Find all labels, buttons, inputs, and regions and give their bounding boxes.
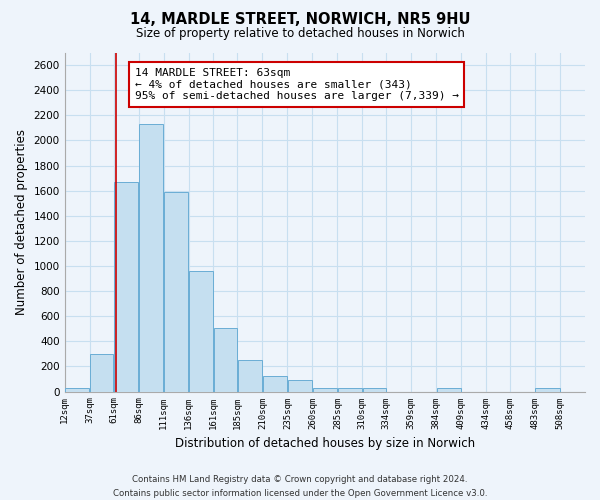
Bar: [189, 271, 213, 392]
Text: Contains HM Land Registry data © Crown copyright and database right 2024.
Contai: Contains HM Land Registry data © Crown c…: [113, 476, 487, 498]
X-axis label: Distribution of detached houses by size in Norwich: Distribution of detached houses by size …: [175, 437, 475, 450]
Bar: [338, 388, 362, 392]
Bar: [65, 388, 89, 392]
Bar: [214, 328, 237, 392]
Bar: [164, 192, 188, 392]
Bar: [139, 124, 163, 392]
Bar: [313, 388, 337, 392]
Bar: [90, 354, 113, 392]
Bar: [535, 388, 560, 392]
Text: Size of property relative to detached houses in Norwich: Size of property relative to detached ho…: [136, 28, 464, 40]
Bar: [288, 380, 312, 392]
Bar: [263, 376, 287, 392]
Y-axis label: Number of detached properties: Number of detached properties: [15, 129, 28, 315]
Text: 14 MARDLE STREET: 63sqm
← 4% of detached houses are smaller (343)
95% of semi-de: 14 MARDLE STREET: 63sqm ← 4% of detached…: [135, 68, 459, 101]
Bar: [362, 388, 386, 392]
Bar: [114, 182, 138, 392]
Bar: [238, 360, 262, 392]
Bar: [437, 388, 461, 392]
Text: 14, MARDLE STREET, NORWICH, NR5 9HU: 14, MARDLE STREET, NORWICH, NR5 9HU: [130, 12, 470, 28]
